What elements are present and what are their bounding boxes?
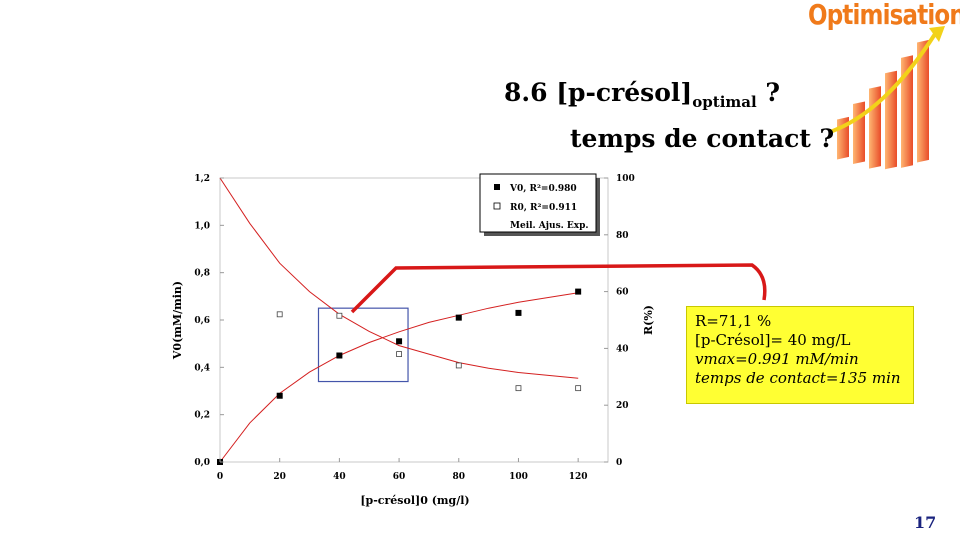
y-left-tick-label: 1,0: [194, 221, 210, 231]
info-concentration: [p-Crésol]= 40 mg/L: [695, 331, 851, 349]
slide-subtitle: temps de contact ?: [570, 124, 835, 153]
y-right-tick-label: 100: [616, 174, 635, 184]
r0-data-point: [276, 311, 283, 318]
legend-label-fit: Meil. Ajus. Exp.: [510, 221, 589, 231]
annotation-connector-line: [350, 263, 767, 314]
v0-data-point: [396, 338, 403, 345]
legend-filled-square-icon: [494, 184, 500, 190]
y-left-tick-label: 0,6: [194, 316, 210, 326]
x-axis-label: [p-crésol]0 (mg/l): [360, 494, 469, 507]
y-right-tick-label: 20: [616, 401, 629, 411]
optimisation-logo-text: Optimisation: [808, 0, 960, 31]
y-left-tick-label: 0,4: [194, 363, 210, 373]
legend-open-square-icon: [493, 202, 501, 210]
v0-data-point: [515, 309, 522, 316]
fit-curve-left: [219, 292, 579, 463]
optimum-info-box: R=71,1 % [p-Crésol]= 40 mg/L vmax=0.991 …: [686, 306, 914, 404]
chart-legend: V0, R²=0.980 R0, R²=0.911 Meil. Ajus. Ex…: [479, 173, 600, 236]
slide-title: 8.6 [p-crésol]optimal ?: [504, 78, 781, 111]
y-left-tick-label: 0,2: [194, 411, 210, 421]
x-tick-label: 20: [273, 472, 286, 482]
y-right-tick-label: 0: [616, 458, 622, 468]
info-contact-time: temps de contact=135 min: [695, 369, 901, 387]
info-yield: R=71,1 %: [695, 312, 772, 330]
growth-bars-logo-icon: [829, 26, 945, 170]
highlight-box: [317, 307, 409, 383]
x-tick-label: 0: [217, 472, 223, 482]
y-right-tick-label: 80: [616, 231, 629, 241]
page-number: 17: [914, 513, 937, 532]
legend-label-v0: V0, R²=0.980: [509, 184, 577, 194]
r0-data-point: [396, 351, 402, 357]
r0-data-point: [336, 312, 343, 319]
y-left-tick-label: 0,8: [194, 269, 210, 279]
legend-label-r0: R0, R²=0.911: [510, 203, 577, 213]
r0-data-point: [455, 362, 462, 369]
v0-data-point: [455, 314, 462, 321]
r0-data-point: [575, 385, 582, 392]
x-tick-label: 120: [569, 472, 588, 482]
v0-data-point: [276, 392, 283, 399]
y-right-tick-label: 40: [616, 344, 629, 354]
v0-data-point: [336, 352, 343, 359]
fit-curve-right: [219, 177, 579, 379]
y-axis-right-label: R(%): [642, 305, 655, 335]
x-tick-label: 80: [453, 472, 466, 482]
y-left-tick-label: 0,0: [194, 458, 210, 468]
y-left-tick-label: 1,2: [194, 174, 210, 184]
x-tick-label: 40: [333, 472, 346, 482]
info-vmax: vmax=0.991 mM/min: [695, 350, 859, 368]
y-axis-left-label: V0(mM/min): [171, 281, 184, 360]
r0-data-point: [515, 385, 522, 392]
x-tick-label: 100: [509, 472, 528, 482]
x-tick-label: 60: [393, 472, 406, 482]
v0-data-point: [575, 288, 582, 295]
y-right-tick-label: 60: [616, 288, 629, 298]
